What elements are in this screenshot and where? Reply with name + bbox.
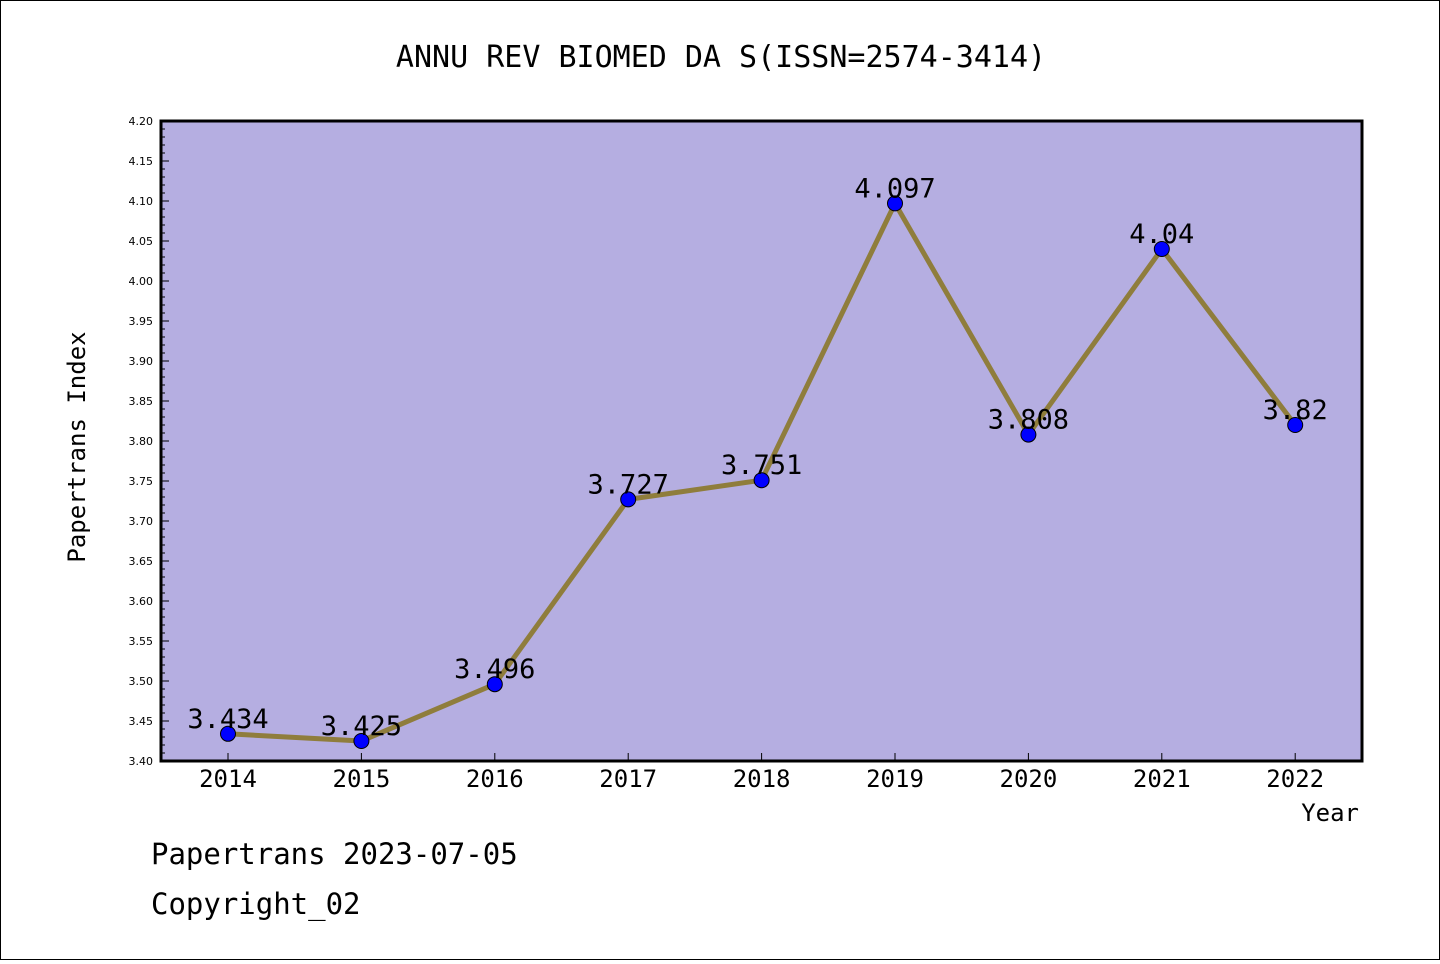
y-tick-label: 3.45 [129,715,154,728]
data-point [753,472,770,489]
y-tick-label: 3.75 [129,475,154,488]
x-tick-label: 2021 [1133,765,1191,793]
y-tick-label: 3.80 [129,435,154,448]
y-tick-label: 4.00 [129,275,154,288]
data-label: 3.751 [721,450,802,481]
y-tick-label: 3.95 [129,315,154,328]
x-axis: 2014 2015 2016 2017 2018 2019 2020 2021 2022 [199,753,1324,793]
data-label: 3.425 [321,711,402,742]
data-label: 3.496 [454,654,535,685]
y-tick-label: 4.05 [129,235,154,248]
footer-date-text: Papertrans 2023-07-05 [151,837,518,871]
chart-title: ANNU REV BIOMED DA S(ISSN=2574-3414) [396,40,1046,75]
data-label: 3.82 [1263,395,1328,426]
y-axis: 3.40 3.45 3.50 3.55 3.60 3.65 3.70 3.75 3.80 3.85… [129,115,169,768]
y-tick-label: 4.10 [129,195,154,208]
y-tick-label: 3.60 [129,595,154,608]
data-point [620,491,637,508]
data-label: 3.727 [588,469,669,500]
footer-copyright-text: Copyright_02 [151,887,361,922]
x-tick-label: 2016 [466,765,524,793]
data-point [220,725,236,742]
data-point [486,676,503,693]
data-label: 4.04 [1129,219,1194,250]
x-tick-label: 2020 [1000,765,1058,793]
y-tick-label: 3.90 [129,355,154,368]
y-tick-label: 3.55 [129,635,154,648]
y-tick-label: 3.50 [129,675,154,688]
data-point [1153,241,1170,257]
data-point [353,733,370,749]
y-axis-label: Papertrans Index [63,331,91,562]
data-point [1020,426,1037,443]
y-tick-label: 3.65 [129,555,154,568]
plot-area [159,119,1364,763]
x-tick-label: 2018 [733,765,791,793]
y-tick-label: 3.85 [129,395,154,408]
x-tick-label: 2015 [333,765,391,793]
data-label-group: 3.434 3.425 3.496 3.727 3.751 4.097 3.808 4.04 3… [187,173,1327,742]
x-tick-label: 2017 [599,765,657,793]
marker-group [220,195,1304,749]
data-point [887,195,903,212]
data-label: 3.434 [187,704,268,735]
y-tick-label: 3.70 [129,515,154,528]
data-label: 4.097 [854,173,935,204]
y-tick-label: 4.20 [129,115,154,128]
y-tick-label: 3.40 [129,755,154,768]
x-tick-label: 2019 [866,765,924,793]
x-tick-label: 2022 [1266,765,1324,793]
x-axis-label: Year [1301,799,1359,827]
data-point [1287,417,1304,433]
data-label: 3.808 [988,405,1069,436]
x-tick-label: 2014 [199,765,257,793]
y-tick-label: 4.15 [129,155,154,168]
